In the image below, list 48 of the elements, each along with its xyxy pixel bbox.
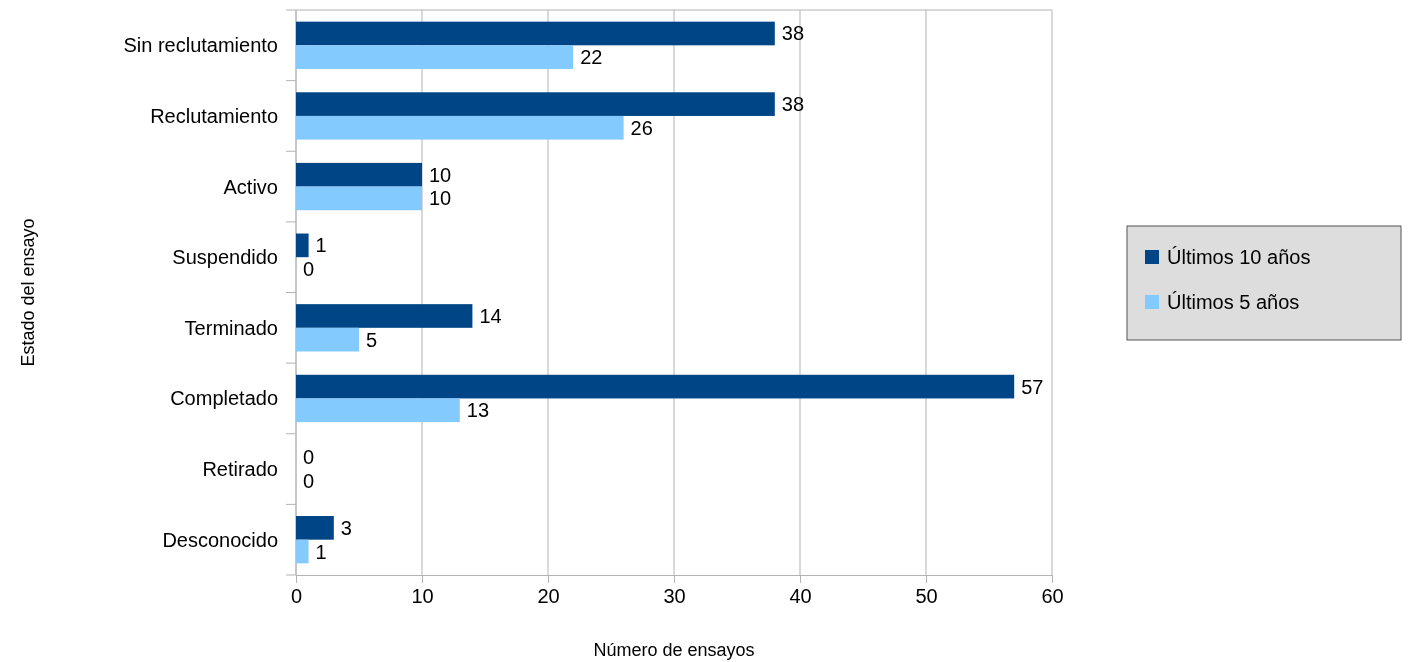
y-tick-label: Reclutamiento [150, 104, 278, 127]
bar [296, 539, 309, 564]
bar [296, 186, 422, 211]
y-axis-title: Estado del ensayo [18, 218, 38, 367]
data-label: 1 [315, 540, 327, 563]
y-tick-label: Completado [170, 387, 278, 410]
data-label: 57 [1021, 375, 1044, 398]
x-tick-label: 20 [537, 585, 560, 608]
bar [296, 92, 775, 116]
data-label: 10 [429, 163, 452, 186]
bar [296, 374, 1015, 399]
legend-label: Últimos 10 años [1167, 246, 1311, 268]
data-label: 0 [303, 446, 315, 469]
data-label: 38 [781, 93, 805, 116]
data-label: 5 [366, 328, 378, 351]
y-tick-label: Sin reclutamiento [123, 34, 278, 57]
data-label: 26 [630, 116, 653, 139]
bar [296, 327, 359, 352]
bar [296, 162, 422, 187]
data-label: 10 [429, 187, 452, 210]
x-tick-label: 60 [1041, 585, 1064, 608]
bar [296, 233, 309, 258]
bar [296, 115, 624, 140]
data-label: 22 [580, 46, 603, 69]
x-tick-label: 50 [915, 585, 938, 608]
bar [296, 304, 473, 328]
bar [296, 45, 574, 69]
x-tick-label: 0 [290, 585, 303, 608]
y-tick-label: Activo [223, 175, 278, 198]
x-axis-title: Número de ensayos [593, 640, 755, 660]
bar [296, 398, 460, 423]
data-label: 13 [466, 399, 490, 422]
data-label: 38 [781, 22, 805, 45]
x-tick-label: 30 [663, 585, 686, 608]
x-tick-label: 40 [789, 585, 812, 608]
y-tick-label: Retirado [202, 458, 278, 481]
x-tick-label: 10 [411, 585, 434, 608]
data-label: 1 [315, 234, 327, 257]
data-label: 0 [303, 258, 315, 281]
data-label: 14 [479, 304, 502, 327]
bar [296, 516, 334, 540]
y-tick-label: Terminado [184, 316, 278, 339]
data-label: 3 [340, 516, 352, 539]
y-tick-label: Desconocido [162, 528, 278, 551]
legend-label: Últimos 5 años [1167, 291, 1300, 313]
y-tick-label: Suspendido [172, 246, 278, 269]
data-label: 0 [303, 469, 315, 492]
bar [296, 21, 775, 46]
